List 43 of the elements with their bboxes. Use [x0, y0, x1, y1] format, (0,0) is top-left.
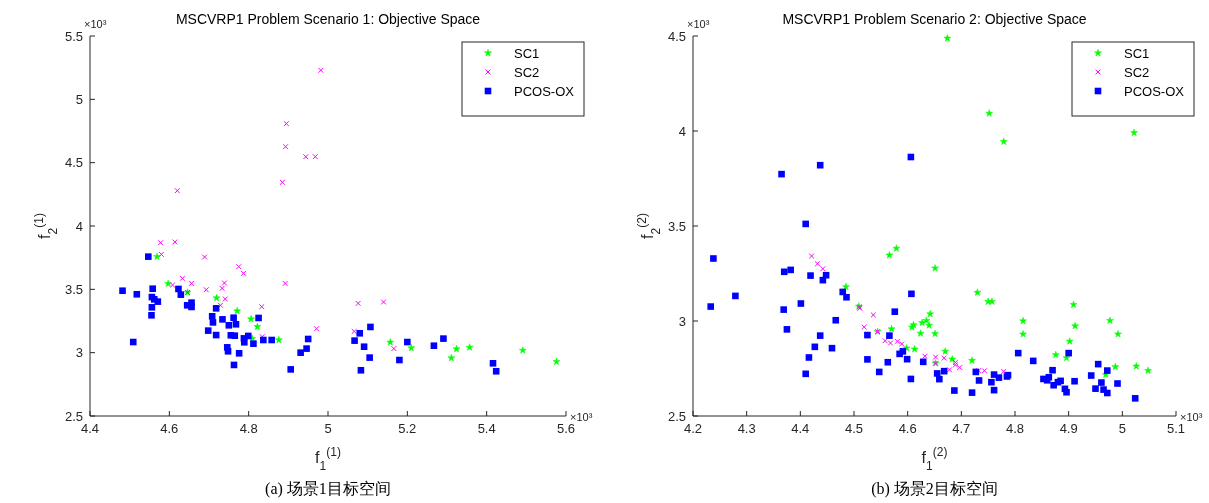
chart-title: MSCVRP1 Problem Scenario 2: Objective Space	[782, 11, 1087, 27]
x-tick-label: 4.8	[239, 421, 258, 436]
x-tick-label: 5	[1118, 421, 1126, 436]
legend-label: PCOS-OX	[514, 84, 575, 99]
legend-label: SC1	[1124, 46, 1150, 61]
x-tick-label: 5.4	[477, 421, 496, 436]
x-tick-label: 4.6	[160, 421, 179, 436]
y-tick-label: 3.5	[64, 281, 83, 297]
x-tick-label: 4.6	[898, 421, 917, 436]
text: (a) 场景1目标空间	[265, 480, 391, 498]
y-tick-label: 5.5	[64, 28, 83, 44]
x-tick-label: 4.2	[683, 421, 703, 436]
y-tick-label: 4	[678, 123, 686, 139]
y-tick-label: 3.5	[667, 218, 686, 234]
legend-label: SC2	[514, 65, 540, 80]
y-tick-label: 4.5	[667, 28, 686, 44]
y-tick-label: 3	[678, 313, 686, 329]
y-tick-label: 2.5	[667, 408, 686, 424]
x-tick-label: 5.2	[398, 421, 417, 436]
x-tick-label: 5.6	[556, 421, 576, 436]
legend-label: SC2	[1124, 65, 1150, 80]
x-tick-label: 4.8	[1005, 421, 1025, 436]
text: ×10³	[1180, 411, 1203, 423]
x-tick-label: 4.3	[737, 421, 756, 436]
text: ×10³	[84, 18, 107, 30]
legend-label: SC1	[514, 46, 540, 61]
y-tick-label: 4.5	[64, 155, 83, 171]
x-tick-label: 4.4	[791, 421, 810, 436]
x-tick-label: 4.5	[844, 421, 864, 436]
y-tick-label: 2.5	[64, 408, 83, 424]
legend-label: PCOS-OX	[1124, 84, 1185, 99]
x-tick-label: 4.7	[952, 421, 971, 436]
x-tick-label: 4.4	[80, 421, 100, 436]
y-tick-label: 5	[75, 91, 83, 107]
y-tick-label: 4	[75, 218, 83, 234]
chart-title: MSCVRP1 Problem Scenario 1: Objective Space	[175, 11, 481, 27]
x-tick-label: 4.9	[1059, 421, 1078, 436]
x-tick-label: 5	[324, 421, 332, 436]
text: ×10³	[687, 18, 710, 30]
y-tick-label: 3	[75, 345, 83, 361]
text: (b) 场景2目标空间	[871, 480, 998, 498]
text: ×10³	[570, 411, 593, 423]
x-tick-label: 5.1	[1166, 421, 1186, 436]
